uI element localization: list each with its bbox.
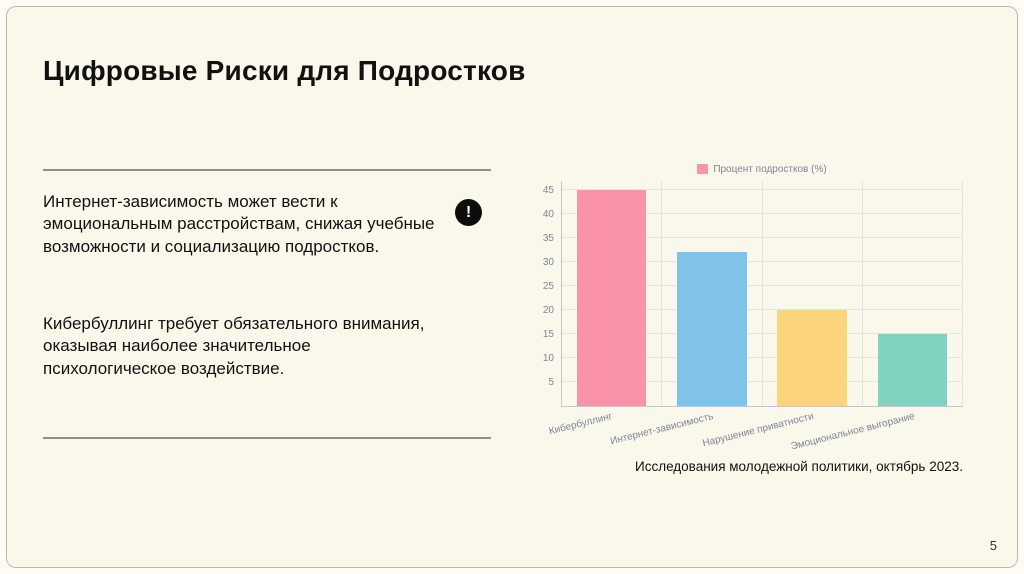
bar-chart: Процент подростков (%) 5 10 15 20 25 30 35 40 45… bbox=[531, 163, 964, 452]
x-slot: Эмоциональное выгорание bbox=[789, 407, 964, 452]
bar-2 bbox=[677, 252, 747, 406]
y-tick-label: 20 bbox=[542, 304, 554, 316]
bar-4 bbox=[877, 333, 948, 406]
gridline bbox=[562, 284, 963, 286]
gridline bbox=[562, 332, 963, 334]
page-number: 5 bbox=[989, 538, 997, 553]
bar-3 bbox=[777, 309, 847, 406]
gridline bbox=[562, 308, 963, 310]
gridline bbox=[562, 356, 963, 358]
bar-slots bbox=[562, 181, 963, 406]
chart-caption: Исследования молодежной политики, октябр… bbox=[635, 459, 963, 474]
chart-plot bbox=[561, 181, 963, 407]
y-tick-label: 25 bbox=[542, 280, 554, 292]
page-title: Цифровые Риски для Подростков bbox=[43, 55, 526, 86]
chart-legend: Процент подростков (%) bbox=[561, 163, 963, 175]
divider-top bbox=[43, 169, 491, 171]
bar-slot bbox=[863, 181, 963, 406]
y-tick-label: 35 bbox=[542, 232, 554, 244]
y-axis: 5 10 15 20 25 30 35 40 45 bbox=[531, 181, 561, 407]
divider-bottom bbox=[43, 437, 491, 439]
gridline bbox=[562, 260, 963, 262]
alert-icon: ! bbox=[455, 199, 482, 226]
gridline bbox=[562, 188, 963, 190]
bar-slot bbox=[763, 181, 863, 406]
y-tick-label: 15 bbox=[542, 328, 554, 340]
y-tick-label: 30 bbox=[542, 256, 554, 268]
bar-slot bbox=[562, 181, 663, 406]
gridline bbox=[562, 212, 963, 214]
bar-slot bbox=[662, 181, 763, 406]
paragraph-cyberbullying: Кибербуллинг требует обязательного внима… bbox=[43, 314, 425, 378]
legend-swatch bbox=[697, 164, 709, 174]
x-tick-label: Кибербуллинг bbox=[548, 411, 614, 438]
bar-1 bbox=[576, 189, 647, 406]
legend-label: Процент подростков (%) bbox=[713, 163, 827, 175]
y-tick-label: 40 bbox=[542, 208, 554, 220]
slide-frame: Цифровые Риски для Подростков Интернет-з… bbox=[6, 6, 1018, 568]
x-axis-labels: Кибербуллинг Интернет-зависимость Нарушени… bbox=[548, 407, 964, 452]
paragraph-internet-addiction: Интернет-зависимость может вести к эмоци… bbox=[43, 192, 435, 256]
y-tick-label: 45 bbox=[542, 184, 554, 196]
y-tick-label: 5 bbox=[548, 376, 554, 388]
plot-wrap: 5 10 15 20 25 30 35 40 45 bbox=[531, 181, 963, 407]
y-tick-label: 10 bbox=[542, 352, 554, 364]
gridline bbox=[562, 236, 963, 238]
gridline bbox=[562, 380, 963, 382]
alert-glyph: ! bbox=[465, 203, 472, 221]
